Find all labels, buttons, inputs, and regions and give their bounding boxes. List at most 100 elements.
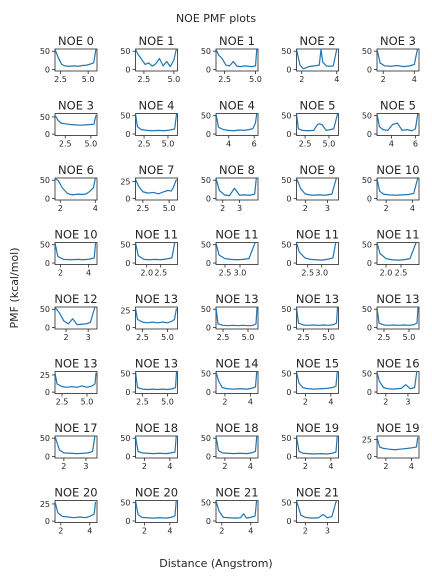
- subplot-frame: [215, 500, 259, 523]
- subplot-22: NOE 13 0 50 2.5 5.0: [201, 292, 259, 342]
- figure-title: NOE PMF plots: [176, 12, 256, 25]
- ytick-label: 25: [120, 177, 130, 186]
- ytick-label: 50: [201, 47, 211, 56]
- ytick-label: 50: [362, 176, 372, 185]
- ytick-label: 0: [206, 453, 211, 462]
- xtick-label: 2.5: [217, 333, 230, 342]
- xtick-label: 4: [328, 462, 333, 471]
- ytick-label: 0: [206, 388, 211, 397]
- xtick-label: 6: [413, 140, 418, 149]
- subplot-7: NOE 4 0 50 4 6: [201, 99, 259, 149]
- xtick-label: 2.5: [138, 75, 151, 84]
- ytick-label: 50: [201, 434, 211, 443]
- subplot-frame: [296, 435, 339, 459]
- subplot-frame: [54, 500, 98, 523]
- ytick-label: 50: [201, 241, 211, 250]
- ytick-label: 50: [201, 176, 211, 185]
- xtick-label: 4: [93, 204, 98, 213]
- ytick-label: 50: [362, 305, 372, 314]
- ytick-label: 0: [367, 324, 372, 333]
- xtick-label: 5.0: [242, 333, 255, 342]
- subplot-9: NOE 5 0 50 4 6: [362, 99, 420, 149]
- subplot-title: NOE 16: [376, 357, 419, 371]
- pmf-series-line: [135, 113, 178, 132]
- xtick-label: 4: [226, 140, 231, 149]
- subplot-frame: [296, 306, 339, 330]
- subplot-title: NOE 10: [54, 228, 97, 242]
- ytick-label: 0: [45, 259, 50, 268]
- subplot-frame: [296, 113, 339, 136]
- xtick-label: 2.5: [301, 269, 314, 278]
- xtick-label: 2.5: [138, 140, 151, 149]
- ytick-label: 0: [45, 195, 50, 204]
- xtick-label: 4: [334, 75, 339, 84]
- pmf-series-line: [377, 49, 419, 68]
- pmf-series-line: [216, 49, 258, 68]
- subplot-frame: [135, 48, 178, 72]
- xtick-label: 2: [58, 204, 63, 213]
- ytick-label: 25: [40, 500, 50, 509]
- ytick-label: 0: [367, 259, 372, 268]
- xtick-label: 2.5: [395, 269, 408, 278]
- subplot-title: NOE 15: [296, 357, 339, 371]
- xtick-label: 2.5: [56, 398, 69, 407]
- xtick-label: 5.0: [249, 75, 262, 84]
- xtick-label: 3: [325, 204, 330, 213]
- subplot-frame: [54, 306, 98, 330]
- xtick-label: 5.0: [322, 333, 335, 342]
- pmf-series-line: [377, 437, 419, 451]
- ytick-label: 0: [367, 388, 372, 397]
- xtick-label: 4: [410, 204, 415, 213]
- xtick-label: 4: [167, 462, 172, 471]
- subplot-28: NOE 15 0 50 2 4: [281, 357, 339, 407]
- xtick-label: 5.0: [323, 140, 336, 149]
- xtick-label: 3: [405, 398, 410, 407]
- ytick-label: 50: [40, 47, 50, 56]
- xtick-label: 5.0: [84, 140, 97, 149]
- xtick-label: 2: [64, 333, 69, 342]
- ytick-label: 0: [206, 517, 211, 526]
- ytick-label: 50: [281, 112, 291, 121]
- ytick-label: 0: [286, 195, 291, 204]
- xtick-label: 3: [325, 527, 330, 536]
- pmf-series-line: [55, 501, 97, 519]
- xtick-label: 2: [299, 75, 304, 84]
- ytick-label: 0: [206, 130, 211, 139]
- subplot-title: NOE 20: [54, 486, 97, 500]
- subplot-title: NOE 4: [219, 99, 255, 113]
- subplot-36: NOE 20 0 50 2 4: [120, 486, 178, 536]
- xtick-label: 2: [222, 462, 227, 471]
- ytick-label: 50: [281, 499, 291, 508]
- subplot-title: NOE 14: [215, 357, 258, 371]
- xtick-label: 2: [303, 204, 308, 213]
- pmf-series-line: [55, 242, 97, 261]
- ytick-label: 50: [362, 47, 372, 56]
- figure-ylabel: PMF (kcal/mol): [8, 248, 21, 329]
- subplot-title: NOE 6: [58, 163, 94, 177]
- subplot-8: NOE 5 0 50 2.5 5.0: [281, 99, 339, 149]
- ytick-label: 0: [286, 388, 291, 397]
- ytick-label: 0: [125, 388, 130, 397]
- xtick-label: 2: [220, 204, 225, 213]
- xtick-label: 3: [86, 333, 91, 342]
- subplot-2: NOE 1 0 50 2.5 5.0: [201, 34, 262, 84]
- subplot-33: NOE 19 0 50 2 4: [281, 421, 339, 471]
- xtick-label: 4: [248, 527, 253, 536]
- ytick-label: 50: [281, 370, 291, 379]
- ytick-label: 50: [40, 305, 50, 314]
- ytick-label: 0: [125, 324, 130, 333]
- ytick-label: 0: [286, 517, 291, 526]
- subplot-frame: [376, 306, 420, 330]
- subplot-frame: [54, 371, 98, 394]
- subplot-13: NOE 9 0 50 2 3: [281, 163, 339, 213]
- ytick-label: 50: [40, 113, 50, 122]
- xtick-label: 5.0: [162, 140, 175, 149]
- xtick-label: 4: [409, 462, 414, 471]
- xtick-label: 2.0: [380, 269, 393, 278]
- pmf-series-line: [55, 178, 96, 196]
- xtick-label: 2.5: [219, 269, 232, 278]
- pmf-series-line: [296, 113, 339, 132]
- xtick-label: 4: [248, 462, 253, 471]
- figure-xlabel: Distance (Angstrom): [159, 557, 272, 570]
